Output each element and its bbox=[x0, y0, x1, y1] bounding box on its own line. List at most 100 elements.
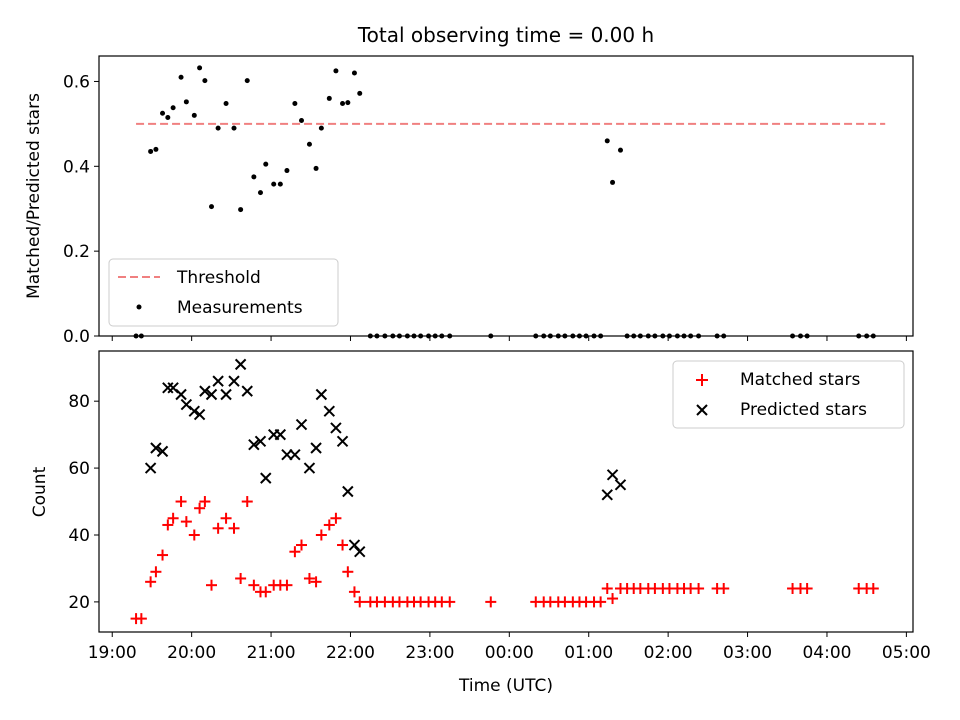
predicted-star-point bbox=[254, 435, 267, 448]
top-y-tick-label: 0.6 bbox=[63, 72, 90, 92]
predicted-star-point bbox=[614, 479, 627, 491]
measurement-point bbox=[617, 147, 623, 153]
predicted-star-point bbox=[303, 462, 316, 474]
bottom-legend-box bbox=[672, 360, 905, 429]
x-axis-label: Time (UTC) bbox=[458, 676, 553, 696]
matched-star-point bbox=[718, 583, 730, 595]
predicted-star-point bbox=[323, 405, 336, 417]
bottom-plot-frame bbox=[98, 350, 914, 633]
predicted-star-point bbox=[241, 385, 253, 397]
measurement-point bbox=[340, 101, 346, 107]
matched-star-point bbox=[235, 572, 247, 584]
matched-star-point bbox=[296, 539, 308, 551]
measurement-point bbox=[357, 90, 363, 96]
matched-star-point bbox=[228, 522, 240, 534]
measurement-point bbox=[318, 125, 324, 131]
predicted-star-point bbox=[330, 422, 342, 434]
matched-star-point bbox=[354, 596, 366, 608]
matched-star-point bbox=[595, 596, 607, 608]
legend-threshold-label: Threshold bbox=[176, 268, 261, 288]
measurement-point bbox=[202, 78, 208, 84]
measurement-point bbox=[170, 105, 176, 111]
measurement-point bbox=[160, 110, 166, 116]
matched-star-point bbox=[444, 596, 456, 608]
matched-star-point bbox=[241, 496, 253, 508]
measurement-point bbox=[148, 148, 154, 154]
measurement-point bbox=[238, 207, 244, 213]
predicted-star-point bbox=[260, 472, 272, 484]
predicted-star-point bbox=[193, 408, 206, 421]
measurement-point bbox=[251, 174, 257, 180]
x-tick-label: 22:00 bbox=[326, 643, 375, 663]
matched-star-point bbox=[337, 539, 349, 551]
matched-star-point bbox=[206, 579, 218, 591]
measurement-point bbox=[326, 95, 332, 101]
measurement-point bbox=[299, 117, 305, 123]
measurement-point bbox=[306, 141, 312, 147]
matched-star-point bbox=[180, 516, 192, 528]
x-tick-label: 00:00 bbox=[485, 643, 534, 663]
measurement-point bbox=[223, 101, 229, 107]
matched-star-point bbox=[194, 502, 206, 514]
top-ylabel: Matched/Predicted stars bbox=[24, 93, 44, 299]
measurement-point bbox=[183, 99, 189, 105]
legend-matched-label: Matched stars bbox=[740, 370, 860, 390]
predicted-star-point bbox=[199, 385, 211, 397]
x-tick-label: 05:00 bbox=[882, 643, 931, 663]
x-tick-label: 02:00 bbox=[644, 643, 693, 663]
measurement-point bbox=[313, 165, 319, 171]
measurement-point bbox=[244, 78, 250, 84]
top-y-tick-label: 0.0 bbox=[63, 327, 90, 347]
measurement-point bbox=[345, 100, 351, 106]
matched-star-point bbox=[260, 586, 272, 598]
matched-star-point bbox=[342, 566, 354, 578]
measurement-point bbox=[231, 125, 237, 131]
matched-star-point bbox=[162, 519, 174, 531]
matched-star-point bbox=[157, 549, 169, 561]
x-tick-label: 19:00 bbox=[88, 643, 137, 663]
matched-star-point bbox=[303, 572, 315, 584]
matched-star-point bbox=[220, 512, 232, 524]
predicted-star-point bbox=[220, 388, 232, 401]
chart-title: Total observing time = 0.00 h bbox=[357, 23, 654, 47]
predicted-star-point bbox=[354, 546, 366, 558]
top-y-tick-label: 0.4 bbox=[63, 157, 90, 177]
measurement-point bbox=[209, 204, 215, 210]
bottom-ylabel: Count bbox=[30, 466, 50, 517]
bottom-y-tick-label: 60 bbox=[68, 459, 90, 479]
matched-star-point bbox=[330, 512, 342, 524]
count-panel: Count Time (UTC) 19:00 20:00 21:00 22:00 23:… bbox=[30, 350, 931, 696]
measurement-point bbox=[610, 179, 616, 185]
matched-star-point bbox=[281, 579, 293, 591]
bottom-y-tick-label: 80 bbox=[68, 392, 90, 412]
matched-star-point bbox=[867, 583, 879, 595]
legend-predicted-label: Predicted stars bbox=[740, 400, 867, 420]
predicted-star-point bbox=[601, 489, 613, 501]
bottom-y-tick-label: 40 bbox=[68, 526, 90, 546]
matched-star-point bbox=[323, 519, 335, 531]
matched-star-point bbox=[199, 496, 211, 508]
measurement-point bbox=[284, 168, 290, 174]
predicted-star-point bbox=[336, 435, 349, 448]
measurements-legend-swatch bbox=[136, 304, 142, 310]
matched-star-point bbox=[248, 579, 260, 591]
measurement-point bbox=[271, 181, 277, 187]
matched-legend-swatch bbox=[696, 374, 708, 386]
x-tick-label: 23:00 bbox=[405, 643, 454, 663]
measurement-point bbox=[153, 146, 159, 152]
x-tick-label: 01:00 bbox=[564, 643, 613, 663]
predicted-star-point bbox=[156, 445, 169, 458]
predicted-star-point bbox=[150, 442, 162, 454]
measurement-point bbox=[351, 70, 357, 76]
matched-star-point bbox=[167, 512, 179, 524]
predicted-star-point bbox=[295, 418, 308, 431]
predicted-star-point bbox=[248, 438, 260, 451]
measurement-point bbox=[263, 161, 269, 167]
matched-star-point bbox=[175, 496, 187, 508]
predicted-legend-swatch bbox=[696, 404, 708, 416]
predicted-star-point bbox=[342, 485, 354, 498]
predicted-star-point bbox=[212, 375, 224, 387]
matched-star-point bbox=[801, 583, 813, 595]
matched-star-point bbox=[212, 522, 224, 534]
